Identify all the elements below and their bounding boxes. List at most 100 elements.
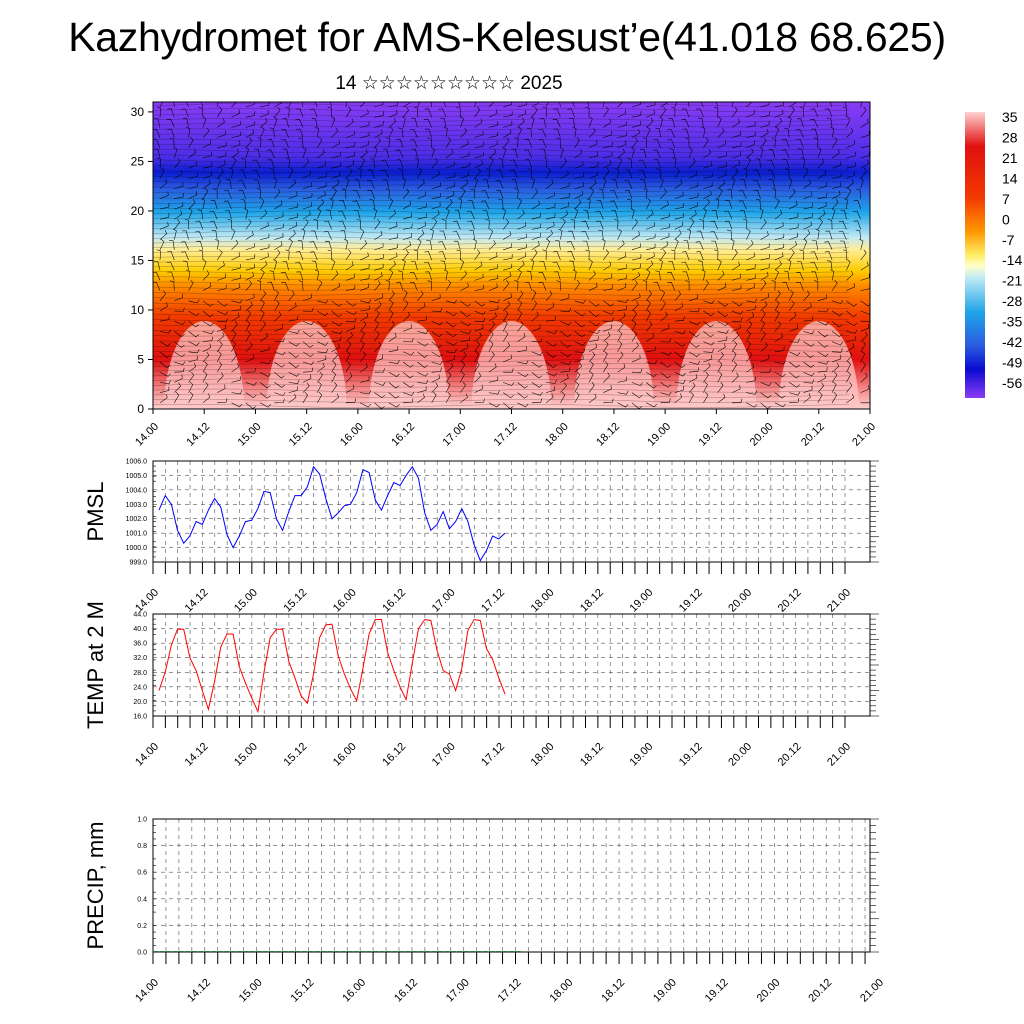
wind-barb [331,343,340,353]
wind-barb [417,341,429,347]
wind-barb [724,210,733,220]
wind-barb [631,293,641,302]
wind-barb [530,177,535,189]
wind-barb [681,108,690,118]
wind-barb [188,299,200,304]
wind-barb [588,139,598,149]
wind-barb [359,340,365,352]
wind-barb [731,159,741,169]
wind-barb [166,118,175,128]
wind-barb [796,281,804,291]
wind-barb [803,212,813,220]
wind-barb [560,391,566,403]
wind-barb [488,148,497,159]
wind-barb [553,271,561,281]
precip-bar [457,951,463,952]
wind-barb [395,149,404,159]
wind-barb [159,315,170,322]
contour-line [153,149,850,153]
wind-barb [660,391,672,396]
wind-barb [546,386,556,393]
wind-barb [545,302,555,312]
wind-barb [668,118,676,128]
wind-barb [860,102,863,108]
pmsl-series-line [158,465,506,562]
wind-barb [202,343,212,353]
wind-barb [703,381,708,393]
wind-barb [631,392,643,399]
wind-barb [317,310,329,317]
wind-barb [488,305,499,312]
wind-barb [717,351,724,363]
wind-barb [231,121,241,128]
wind-barb [789,240,798,251]
wind-barb [799,106,804,118]
wind-barb [631,330,638,342]
wind-barb [202,188,209,199]
wind-barb [560,351,572,357]
wind-barb [482,210,490,220]
x-tick-label: 21.00 [825,741,853,769]
wind-barb [715,198,720,210]
wind-barb [298,280,304,291]
wind-barb [274,392,286,396]
x-tick-label: 15.00 [232,587,260,615]
wind-barb [832,348,843,353]
wind-barb [460,336,471,342]
wind-barb [245,392,257,399]
wind-barb [545,238,551,250]
wind-barb [159,386,170,393]
wind-barb [824,108,833,118]
precip-bar [288,951,295,952]
wind-barb [688,102,690,108]
wind-barb [352,200,361,210]
wind-barb [188,137,194,148]
wind-barb [360,363,368,373]
wind-barb [852,210,861,220]
wind-barb [817,360,829,365]
wind-barb [803,191,813,200]
wind-barb [674,290,682,301]
wind-barb [831,208,836,220]
wind-barb [445,190,455,200]
wind-barb [388,126,394,138]
precip-bar [256,951,262,952]
wind-barb [789,232,798,240]
wind-barb [660,324,670,332]
wind-barb [588,171,598,179]
wind-barb [581,220,590,230]
wind-barb [817,210,826,220]
wind-barb [542,249,547,261]
wind-barb [685,137,690,148]
wind-barb [431,307,443,312]
wind-barb [517,300,523,312]
wind-barb [531,241,540,251]
x-tick-label: 15.00 [236,421,264,449]
wind-barb [302,320,315,326]
wind-barb [417,351,428,358]
wind-barb [588,336,599,342]
wind-barb [588,179,597,189]
wind-barb [460,330,472,335]
wind-barb [531,361,543,368]
wind-barb [603,249,609,261]
wind-barb [298,137,304,148]
wind-barb [817,331,829,338]
wind-barb [631,263,641,271]
wind-barb [788,106,795,118]
y-tick-label: 1.0 [137,817,147,824]
x-tick-label: 17.00 [430,741,458,769]
wind-barb [509,169,518,179]
wind-barb [411,148,418,159]
wind-barb [302,157,310,169]
wind-barb [860,310,870,315]
wind-barb [846,343,855,353]
wind-barb [345,118,354,128]
wind-barb [531,351,543,356]
wind-barb [731,118,740,128]
wind-barb [217,160,226,169]
wind-barb [231,131,241,138]
wind-barb [174,351,185,358]
wind-barb [443,269,448,281]
wind-barb [860,168,867,179]
